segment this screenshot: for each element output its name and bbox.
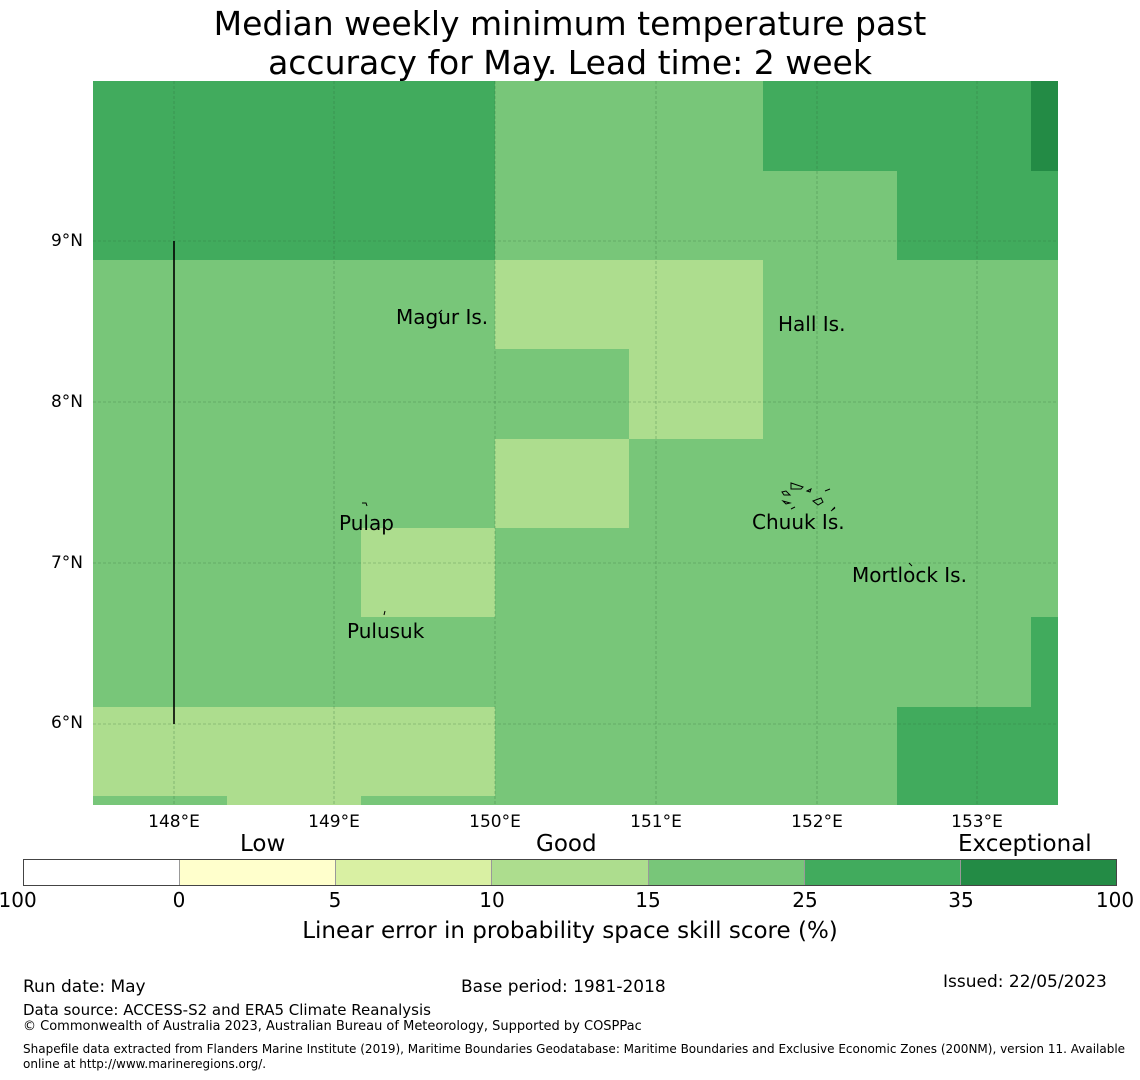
place-label-hall: Hall Is. bbox=[778, 312, 846, 336]
lat-label: 7°N bbox=[50, 553, 83, 573]
lon-label: 153°E bbox=[951, 812, 1003, 832]
colorbar-segment bbox=[336, 860, 493, 885]
grid-cell bbox=[93, 707, 495, 805]
place-label-chuuk: Chuuk Is. bbox=[752, 510, 845, 534]
island-outlines bbox=[362, 309, 913, 616]
colorbar-tick: 35 bbox=[948, 888, 974, 912]
copyright: © Commonwealth of Australia 2023, Austra… bbox=[23, 1019, 642, 1034]
lat-label: 9°N bbox=[50, 231, 83, 251]
colorbar-tick: 0 bbox=[172, 888, 186, 912]
colorbar-segment bbox=[24, 860, 181, 885]
colorbar-tick: 100 bbox=[1095, 888, 1135, 912]
issued-date: Issued: 22/05/2023 bbox=[943, 972, 1107, 992]
colorbar-segment bbox=[648, 860, 805, 885]
run-date: Run date: May bbox=[23, 977, 146, 997]
island-pulusuk bbox=[383, 610, 386, 616]
skill-map bbox=[93, 81, 1058, 805]
colorbar-segment bbox=[492, 860, 649, 885]
grid-cell bbox=[93, 796, 227, 805]
lon-label: 148°E bbox=[148, 812, 200, 832]
grid-cell bbox=[1031, 617, 1058, 707]
legend-category-exceptional: Exceptional bbox=[958, 831, 1092, 857]
grid-cell bbox=[897, 171, 1058, 260]
grid-cell bbox=[763, 81, 1058, 171]
title-line-2: accuracy for May. Lead time: 2 week bbox=[268, 43, 872, 82]
colorbar-tick: 5 bbox=[328, 888, 342, 912]
map-title: Median weekly minimum temperature past a… bbox=[0, 4, 1140, 82]
place-label-pulusuk: Pulusuk bbox=[347, 619, 425, 643]
colorbar-segment bbox=[960, 860, 1116, 885]
island-pulap bbox=[362, 502, 368, 507]
island-chuuk bbox=[781, 482, 836, 512]
lat-label: 6°N bbox=[50, 713, 83, 733]
colorbar-tick: 25 bbox=[792, 888, 818, 912]
title-line-1: Median weekly minimum temperature past bbox=[213, 4, 927, 43]
skill-grid bbox=[93, 81, 1058, 805]
lon-label: 152°E bbox=[791, 812, 843, 832]
colorbar-tick: -100 bbox=[0, 888, 37, 912]
grid-cell bbox=[629, 349, 763, 439]
grid-cell bbox=[93, 81, 495, 260]
graticule bbox=[93, 81, 1058, 805]
place-label-pulap: Pulap bbox=[339, 511, 394, 535]
island-magur bbox=[438, 309, 443, 315]
grid-cell bbox=[495, 260, 763, 349]
colorbar-segment bbox=[804, 860, 961, 885]
colorbar-label: Linear error in probability space skill … bbox=[302, 918, 838, 944]
legend-category-good: Good bbox=[536, 831, 597, 857]
colorbar-tick: 15 bbox=[635, 888, 661, 912]
shapefile-credit-line-2: online at http://www.marineregions.org/. bbox=[23, 1057, 267, 1071]
place-label-magur: Magur Is. bbox=[396, 305, 489, 329]
grid-cell bbox=[361, 796, 495, 805]
grid-cell bbox=[1031, 81, 1058, 171]
lat-label: 8°N bbox=[50, 392, 83, 412]
lon-label: 150°E bbox=[469, 812, 521, 832]
lon-label: 151°E bbox=[630, 812, 682, 832]
legend-category-low: Low bbox=[240, 831, 286, 857]
colorbar-segment bbox=[180, 860, 337, 885]
grid-cell bbox=[897, 707, 1058, 805]
base-period: Base period: 1981-2018 bbox=[461, 977, 666, 997]
place-label-mortlock: Mortlock Is. bbox=[852, 563, 967, 587]
colorbar-tick: 10 bbox=[479, 888, 505, 912]
grid-cell bbox=[495, 439, 629, 528]
island-mortlock bbox=[908, 562, 913, 567]
lon-label: 149°E bbox=[308, 812, 360, 832]
grid-cell bbox=[361, 528, 495, 617]
data-source: Data source: ACCESS-S2 and ERA5 Climate … bbox=[23, 1001, 431, 1019]
shapefile-credit-line-1: Shapefile data extracted from Flanders M… bbox=[23, 1042, 1126, 1056]
colorbar bbox=[23, 859, 1117, 886]
